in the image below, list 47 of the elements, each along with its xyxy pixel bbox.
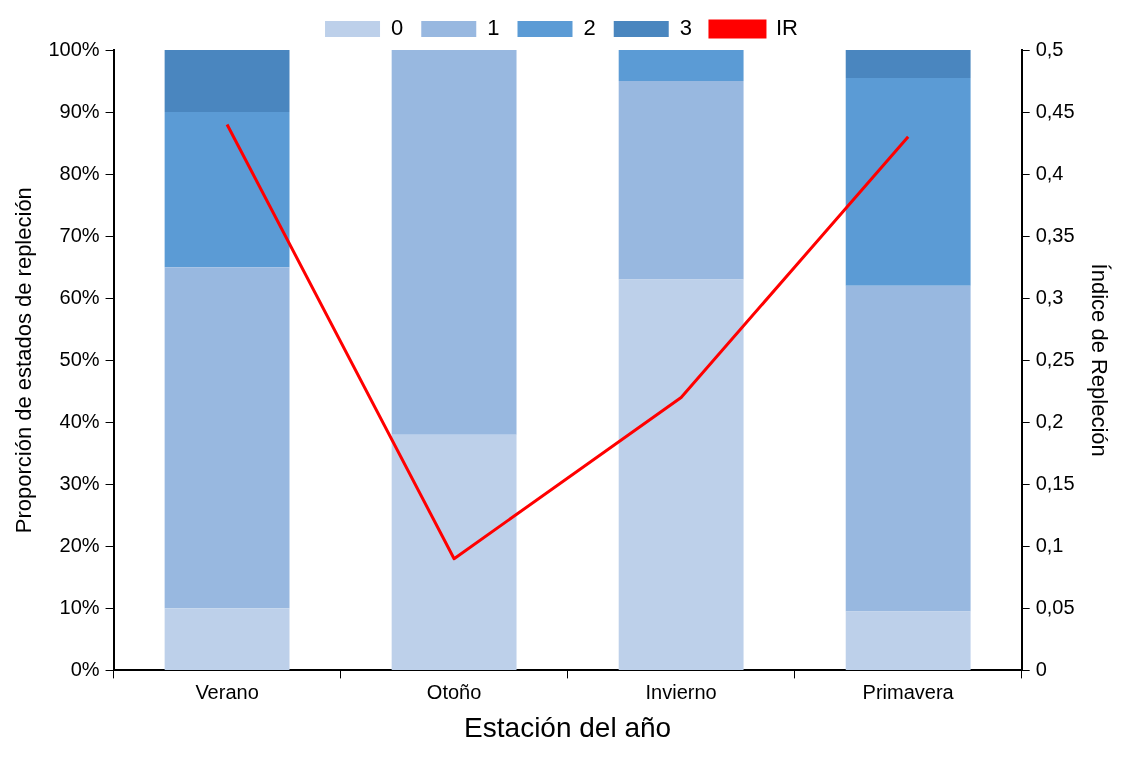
x-tick-label: Invierno	[645, 680, 717, 703]
y2-tick-label: 0,1	[1035, 533, 1064, 556]
bar	[618, 81, 744, 280]
bar	[845, 285, 971, 612]
legend-label: 3	[679, 15, 692, 41]
y2-tick-label: 0,15	[1035, 471, 1075, 494]
y2-tick-label: 0,25	[1035, 347, 1075, 370]
legend-label: 0	[391, 15, 404, 41]
bar	[164, 608, 290, 670]
y-tick-label: 70%	[59, 223, 100, 246]
y2-tick-label: 0,5	[1035, 37, 1064, 60]
y-tick-label: 0%	[70, 657, 100, 680]
y2-tick-label: 0,4	[1035, 161, 1064, 184]
y-axis-title: Proporción de estados de repleción	[11, 187, 37, 534]
y2-axis-title: Índice de Repleción	[1086, 263, 1112, 457]
x-axis-title: Estación del año	[464, 711, 672, 743]
legend-label: 1	[487, 15, 500, 41]
y-tick-label: 100%	[48, 37, 100, 60]
y2-tick-label: 0,35	[1035, 223, 1075, 246]
y-tick-label: 40%	[59, 409, 100, 432]
y-tick-label: 90%	[59, 99, 100, 122]
bar	[618, 279, 744, 670]
y2-tick-label: 0,2	[1035, 409, 1064, 432]
x-tick-label: Verano	[195, 680, 259, 703]
x-tick-label: Primavera	[862, 680, 955, 703]
y-tick-label: 10%	[59, 595, 100, 618]
bar	[391, 434, 517, 670]
y-tick-label: 20%	[59, 533, 100, 556]
bar	[845, 77, 971, 286]
bar	[845, 611, 971, 670]
y-tick-label: 60%	[59, 285, 100, 308]
y-tick-label: 80%	[59, 161, 100, 184]
bar	[391, 50, 517, 435]
bar	[164, 50, 290, 113]
bar	[164, 267, 290, 609]
bar	[618, 50, 744, 82]
y2-tick-label: 0,45	[1035, 99, 1075, 122]
y2-tick-label: 0,3	[1035, 285, 1064, 308]
x-tick-label: Otoño	[426, 680, 482, 703]
y2-tick-label: 0	[1035, 657, 1047, 680]
y-tick-label: 30%	[59, 471, 100, 494]
bar	[164, 112, 290, 268]
bar	[845, 50, 971, 78]
legend-label: 2	[583, 15, 596, 41]
legend-label: IR	[775, 15, 798, 41]
y2-tick-label: 0,05	[1035, 595, 1075, 618]
y-tick-label: 50%	[59, 347, 100, 370]
